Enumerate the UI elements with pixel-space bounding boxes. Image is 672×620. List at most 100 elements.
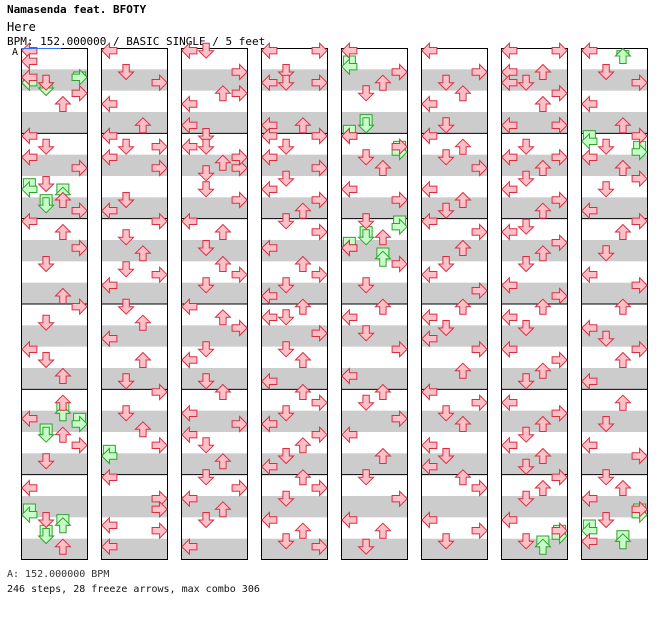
step-arrow-up [374, 522, 392, 539]
beat-stripe [501, 69, 568, 91]
step-arrow-down [597, 138, 615, 155]
step-arrow-left [21, 479, 38, 497]
step-arrow-down [277, 277, 295, 294]
beat-stripe [581, 368, 648, 390]
step-arrow-left [421, 308, 438, 327]
step-arrow-up [134, 351, 152, 368]
step-arrow-left [501, 73, 518, 92]
step-arrow-right [391, 63, 408, 81]
step-arrow-right [311, 479, 328, 497]
step-arrow-right [551, 468, 568, 487]
step-arrow-down [437, 405, 455, 422]
step-arrow-down [597, 64, 615, 81]
step-arrow-up [134, 245, 152, 262]
step-arrow-up [54, 538, 72, 555]
column-border [581, 48, 648, 560]
step-arrow-up [294, 117, 312, 134]
step-arrow-down [517, 320, 535, 337]
step-arrow-left [261, 239, 278, 257]
beat-stripe [581, 197, 648, 219]
step-arrow-right [71, 297, 88, 316]
step-arrow-left [101, 148, 118, 167]
freeze-arrow-head [357, 117, 375, 134]
beat-stripe [421, 538, 488, 560]
freeze-arrow-head [374, 250, 392, 267]
beat-stripe [21, 240, 88, 262]
step-arrow-left [421, 436, 438, 455]
step-arrow-right [231, 84, 248, 103]
chart-column [261, 41, 328, 560]
beat-stripe [101, 112, 168, 134]
step-arrow-left [421, 457, 438, 476]
beat-stripe [421, 368, 488, 390]
beat-stripe [421, 154, 488, 176]
step-arrow-right [311, 223, 328, 241]
freeze-arrow-head [581, 132, 598, 151]
beat-stripe [21, 325, 88, 347]
step-arrow-left [421, 41, 438, 60]
step-arrow-up [294, 351, 312, 368]
step-arrow-down [277, 309, 295, 326]
beat-stripe [421, 496, 488, 518]
step-arrow-left [261, 148, 278, 167]
step-arrow-left [101, 468, 118, 487]
beat-stripe [181, 112, 248, 134]
step-arrow-right [551, 404, 568, 423]
step-arrow-left [261, 41, 278, 60]
step-arrow-right [311, 73, 328, 92]
freeze-arrow-head [71, 68, 88, 87]
beat-stripe [421, 197, 488, 219]
step-arrow-up [134, 421, 152, 438]
beat-stripe [21, 282, 88, 304]
step-arrow-up [214, 383, 232, 400]
step-arrow-left [501, 223, 518, 241]
beat-stripe [421, 112, 488, 134]
step-arrow-up [294, 255, 312, 272]
step-arrow-down [277, 405, 295, 422]
step-arrow-right [471, 159, 488, 177]
chart-column [21, 41, 88, 560]
beat-stripe [101, 197, 168, 219]
step-arrow-up [54, 191, 72, 208]
step-arrow-up [294, 437, 312, 454]
step-arrow-up [534, 202, 552, 219]
step-arrow-left [581, 372, 598, 391]
beat-stripe [21, 112, 88, 134]
beat-stripe [341, 154, 408, 176]
step-arrow-down [117, 373, 135, 390]
beat-stripe [581, 538, 648, 560]
step-arrow-down [357, 277, 375, 294]
freeze-arrow-head [391, 217, 408, 236]
step-arrow-down [197, 437, 215, 454]
beat-stripe [421, 282, 488, 304]
step-arrow-down [117, 138, 135, 155]
step-arrow-left [101, 276, 118, 295]
step-arrow-right [631, 127, 648, 145]
step-arrow-right [151, 383, 168, 401]
step-arrow-left [341, 41, 358, 60]
song-subtitle: Here [7, 20, 36, 34]
beat-stripe [341, 368, 408, 390]
step-arrow-left [501, 276, 518, 295]
beat-stripe [501, 240, 568, 262]
step-arrow-up [614, 479, 632, 496]
beat-stripe [261, 197, 328, 219]
beat-stripe [181, 325, 248, 347]
beat-stripe [101, 154, 168, 176]
step-arrow-right [71, 84, 88, 103]
beat-stripe [341, 538, 408, 560]
step-arrow-up [294, 522, 312, 539]
beat-stripe [421, 325, 488, 347]
beat-stripe [501, 197, 568, 219]
beat-stripe [261, 240, 328, 262]
step-arrow-right [151, 265, 168, 284]
step-arrow-up [294, 383, 312, 400]
beat-stripe [341, 69, 408, 91]
freeze-arrow-head [37, 197, 55, 214]
step-arrow-up [374, 447, 392, 464]
step-arrow-right [231, 148, 248, 167]
step-arrow-down [437, 320, 455, 337]
step-arrow-right [311, 159, 328, 177]
freeze-arrow-head [21, 505, 38, 524]
step-arrow-right [551, 233, 568, 252]
